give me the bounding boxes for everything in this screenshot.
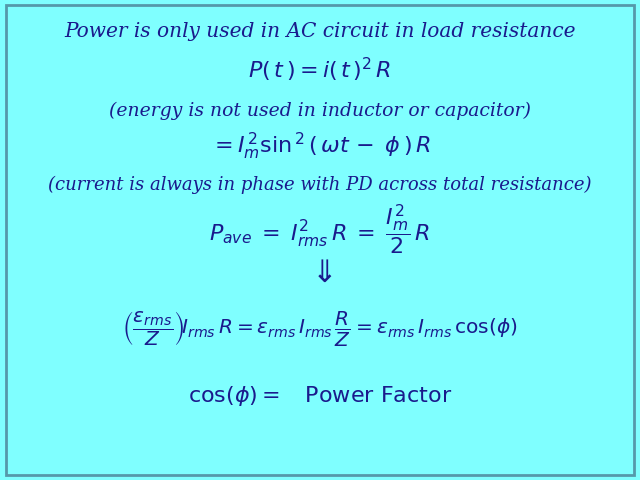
Text: $P_{ave}\; =\; I_{rms}^{2}\,R\; =\; \dfrac{I_m^{2}}{2}\,R$: $P_{ave}\; =\; I_{rms}^{2}\,R\; =\; \dfr… bbox=[209, 204, 431, 257]
Text: Power is only used in AC circuit in load resistance: Power is only used in AC circuit in load… bbox=[64, 22, 576, 41]
Text: (energy is not used in inductor or capacitor): (energy is not used in inductor or capac… bbox=[109, 101, 531, 120]
Text: $\Downarrow$: $\Downarrow$ bbox=[307, 259, 333, 288]
Text: $\left(\dfrac{\varepsilon_{rms}}{Z}\right)\!I_{rms}\,R = \varepsilon_{rms}\,I_{r: $\left(\dfrac{\varepsilon_{rms}}{Z}\righ… bbox=[122, 309, 518, 348]
Text: $\cos(\phi) = \;$  Power Factor: $\cos(\phi) = \;$ Power Factor bbox=[188, 384, 452, 408]
Text: $= I_m^{\,2}\sin^{\,2}(\,\omega t\,-\;\phi\,)\,R$: $= I_m^{\,2}\sin^{\,2}(\,\omega t\,-\;\p… bbox=[209, 131, 431, 162]
Text: (current is always in phase with PD across total resistance): (current is always in phase with PD acro… bbox=[48, 176, 592, 194]
Text: $P(\,t\,) = i(\,t\,)^{2}\, R$: $P(\,t\,) = i(\,t\,)^{2}\, R$ bbox=[248, 56, 392, 84]
